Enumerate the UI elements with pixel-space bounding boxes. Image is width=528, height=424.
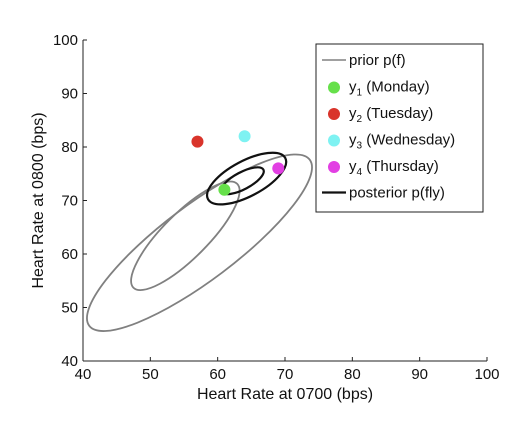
x-tick-label: 90 [411, 366, 428, 383]
x-axis-title: Heart Rate at 0700 (bps) [197, 386, 373, 403]
y-tick-label: 60 [61, 246, 78, 263]
legend-dot-swatch [328, 161, 340, 173]
y-tick-label: 40 [61, 353, 78, 370]
legend-label: y1 (Monday) [349, 79, 430, 99]
y-tick-label: 100 [53, 32, 78, 49]
axes: 40 50 60 70 80 90 100 40 50 60 70 80 90 100 [53, 32, 500, 383]
data-point-y2 [191, 135, 204, 148]
y-tick-label: 50 [61, 300, 78, 317]
legend-label: prior p(f) [349, 52, 406, 69]
y-tick-label: 80 [61, 139, 78, 156]
data-point-y4 [272, 162, 285, 175]
x-tick-label: 40 [75, 366, 92, 383]
legend: prior p(f) y1 (Monday) y2 (Tuesday) y3 (Wed… [315, 43, 484, 213]
legend-label: y3 (Wednesday) [349, 132, 455, 152]
contour-layer [86, 151, 313, 332]
data-point-y1 [218, 183, 231, 196]
legend-dot-swatch [328, 134, 340, 147]
legend-label: posterior p(fly) [349, 185, 445, 202]
data-point-y3 [238, 130, 251, 143]
x-tick-label: 70 [277, 366, 294, 383]
y-tick-label: 70 [61, 193, 78, 210]
data-point-layer [191, 130, 285, 196]
legend-box [315, 43, 484, 213]
legend-label: y2 (Tuesday) [349, 105, 433, 125]
y-tick-label: 90 [61, 86, 78, 103]
x-tick-label: 100 [474, 366, 499, 383]
x-tick-label: 80 [344, 366, 361, 383]
x-tick-label: 60 [209, 366, 226, 383]
prior-contour [130, 180, 241, 291]
legend-dot-swatch [328, 108, 340, 120]
y-axis-title: Heart Rate at 0800 (bps) [30, 112, 47, 288]
legend-label: y4 (Thursday) [349, 158, 439, 178]
prior-contour [86, 153, 313, 332]
legend-dot-swatch [328, 81, 340, 94]
x-tick-label: 50 [142, 366, 159, 383]
posterior-contour [205, 151, 288, 206]
